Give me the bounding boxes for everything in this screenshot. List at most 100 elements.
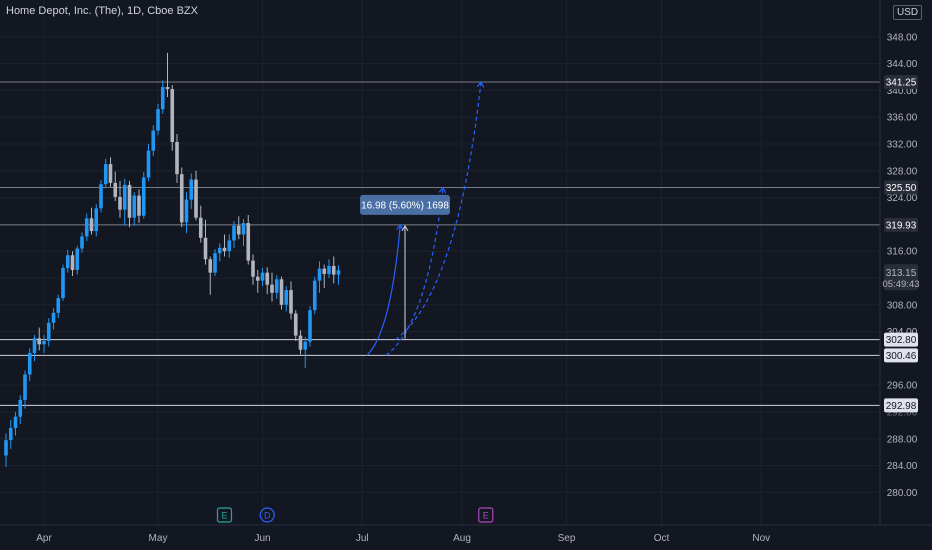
time-tick-label-1: May [149, 533, 168, 544]
candle-body-26 [127, 184, 132, 218]
event-marker-label-2: E [483, 511, 489, 521]
candle-body-54 [260, 272, 265, 281]
price-tick-label-17: 348.00 [887, 32, 918, 43]
level-badge-label-0: 341.25 [886, 78, 917, 89]
candle-body-62 [298, 335, 303, 350]
event-marker-2[interactable]: E [478, 507, 494, 523]
candle-body-21 [103, 164, 108, 185]
last-price-label: 313.15 [886, 268, 917, 279]
candle-body-55 [265, 272, 270, 285]
candle-body-49 [236, 225, 241, 235]
candle-body-4 [23, 374, 27, 400]
time-tick-label-0: Apr [36, 533, 52, 544]
horizontal-levels [0, 81, 880, 406]
price-tick-label-0: 280.00 [887, 488, 918, 499]
price-tick-label-15: 340.00 [887, 86, 918, 97]
price-tick-label-3: 292.00 [887, 408, 918, 419]
price-tick-label-9: 316.00 [887, 247, 918, 258]
candle-body-66 [317, 268, 322, 281]
measure-label-box [360, 194, 450, 215]
event-marker-label-1: D [264, 511, 271, 521]
candle-body-35 [170, 89, 175, 142]
projection-curve-2 [395, 81, 482, 341]
projection-curves [366, 80, 485, 356]
candle-body-59 [284, 290, 289, 305]
candle-body-19 [94, 208, 99, 232]
candle-body-25 [122, 184, 127, 210]
price-tick-label-13: 332.00 [887, 140, 918, 151]
candle-body-42 [203, 237, 208, 260]
level-badge-2 [884, 217, 918, 232]
projection-curve-1 [385, 187, 444, 356]
time-axis[interactable]: Apr May Jun Jul Aug Sep Oct Nov [0, 524, 932, 544]
candle-body-51 [246, 223, 251, 261]
candle-body-10 [51, 312, 56, 323]
candle-body-48 [232, 225, 236, 241]
projection-arrowhead-2 [476, 80, 485, 88]
candle-body-47 [227, 240, 232, 252]
candle-body-1 [8, 428, 13, 441]
time-tick-label-5: Sep [558, 533, 576, 544]
candle-body-58 [279, 279, 284, 305]
currency-button[interactable]: USD [893, 5, 923, 20]
level-badge-3 [884, 332, 918, 347]
candle-body-67 [322, 268, 327, 274]
candle-body-39 [189, 179, 194, 200]
level-badge-label-1: 325.50 [886, 183, 917, 194]
candle-body-34 [165, 87, 170, 90]
candle-body-31 [151, 130, 156, 151]
candle-body-11 [56, 298, 61, 313]
level-badge-label-2: 319.93 [886, 220, 917, 231]
price-axis[interactable]: 280.00284.00288.00292.00296.00300.00304.… [879, 0, 932, 550]
candle-body-2 [13, 416, 18, 429]
price-tick-label-4: 296.00 [887, 381, 918, 392]
chart-grid [0, 0, 880, 525]
candle-body-41 [198, 217, 203, 238]
candle-body-0 [4, 440, 8, 456]
projection-arrowhead-0 [396, 223, 404, 231]
candle-body-37 [179, 174, 184, 223]
level-badge-4 [884, 348, 918, 363]
candle-body-7 [37, 338, 42, 345]
level-badge-0 [884, 75, 918, 90]
last-price-badge [884, 264, 918, 291]
candle-body-18 [89, 218, 94, 232]
candle-body-63 [303, 341, 308, 350]
candle-body-65 [312, 280, 317, 311]
projection-curve-0 [366, 224, 401, 356]
time-tick-label-7: Nov [752, 533, 770, 544]
candle-body-53 [255, 276, 260, 281]
candle-body-20 [99, 184, 103, 209]
candle-body-33 [160, 87, 165, 110]
time-tick-label-2: Jun [254, 533, 270, 544]
candlestick-series [4, 52, 341, 467]
event-marker-0[interactable]: E [216, 507, 233, 523]
price-tick-label-1: 284.00 [887, 461, 918, 472]
candle-body-36 [175, 141, 179, 175]
price-range-measure[interactable]: 16.98 (5.60%) 1698 [360, 194, 450, 339]
candle-body-30 [146, 150, 151, 178]
time-tick-label-6: Oct [654, 533, 670, 544]
price-tick-label-14: 336.00 [887, 113, 918, 124]
candle-body-45 [217, 247, 222, 254]
candle-body-69 [331, 265, 336, 275]
candle-body-16 [80, 236, 84, 249]
candle-body-61 [293, 313, 298, 336]
candle-body-32 [156, 109, 160, 131]
candle-body-27 [132, 195, 137, 218]
candle-body-40 [194, 179, 198, 218]
candle-body-9 [46, 322, 51, 341]
candle-body-17 [84, 218, 89, 237]
price-tick-label-12: 328.00 [887, 166, 918, 177]
event-marker-1[interactable]: D [259, 507, 275, 523]
price-tick-label-2: 288.00 [887, 434, 918, 445]
price-tick-label-7: 308.00 [887, 300, 918, 311]
chart-title: Home Depot, Inc. (The), 1D, Cboe BZX [6, 5, 198, 17]
candle-body-44 [213, 253, 217, 273]
candle-body-8 [42, 340, 46, 345]
time-tick-label-4: Aug [453, 533, 471, 544]
candle-body-28 [137, 195, 141, 216]
candle-body-60 [289, 290, 293, 314]
